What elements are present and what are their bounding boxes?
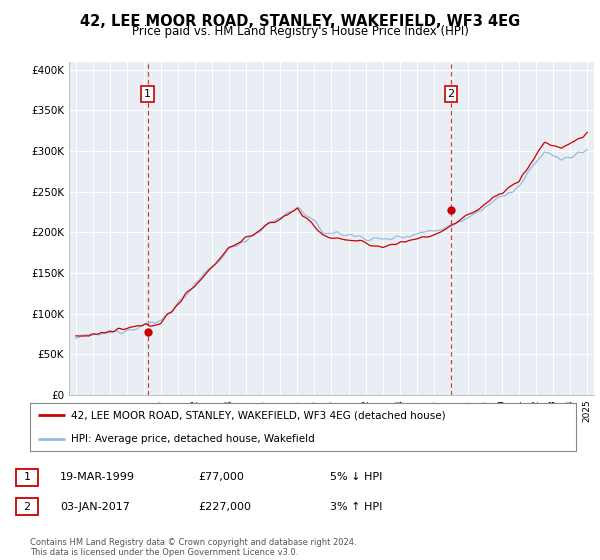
Text: £77,000: £77,000	[198, 472, 244, 482]
Text: 1: 1	[23, 472, 31, 482]
Text: 1: 1	[144, 89, 151, 99]
Text: HPI: Average price, detached house, Wakefield: HPI: Average price, detached house, Wake…	[71, 434, 314, 444]
Text: 2: 2	[23, 502, 31, 512]
Text: 42, LEE MOOR ROAD, STANLEY, WAKEFIELD, WF3 4EG: 42, LEE MOOR ROAD, STANLEY, WAKEFIELD, W…	[80, 14, 520, 29]
Text: 5% ↓ HPI: 5% ↓ HPI	[330, 472, 382, 482]
Text: 42, LEE MOOR ROAD, STANLEY, WAKEFIELD, WF3 4EG (detached house): 42, LEE MOOR ROAD, STANLEY, WAKEFIELD, W…	[71, 410, 446, 420]
Text: Price paid vs. HM Land Registry's House Price Index (HPI): Price paid vs. HM Land Registry's House …	[131, 25, 469, 38]
Text: 2: 2	[448, 89, 455, 99]
Text: 3% ↑ HPI: 3% ↑ HPI	[330, 502, 382, 512]
Text: 03-JAN-2017: 03-JAN-2017	[60, 502, 130, 512]
Text: Contains HM Land Registry data © Crown copyright and database right 2024.
This d: Contains HM Land Registry data © Crown c…	[30, 538, 356, 557]
Text: £227,000: £227,000	[198, 502, 251, 512]
Text: 19-MAR-1999: 19-MAR-1999	[60, 472, 135, 482]
